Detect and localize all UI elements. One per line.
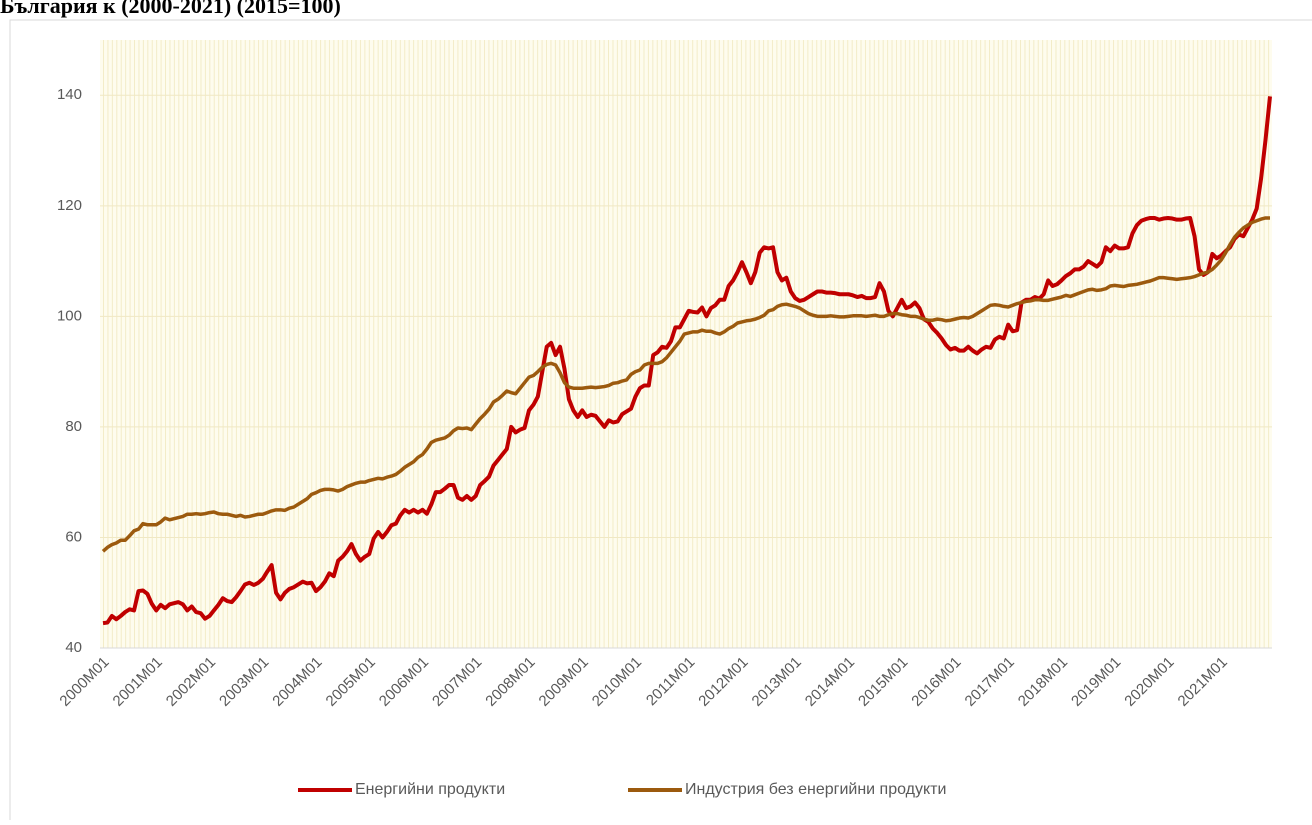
y-tick-label: 120 bbox=[57, 197, 82, 214]
legend-label: Енергийни продукти bbox=[355, 781, 505, 798]
plot-area bbox=[100, 40, 1272, 648]
series-line bbox=[102, 96, 1272, 626]
y-tick-label: 100 bbox=[57, 307, 82, 324]
chart-title: България к (2000-2021) (2015=100) bbox=[0, 0, 341, 18]
legend-label: Индустрия без енергийни продукти bbox=[685, 781, 946, 798]
series-line bbox=[101, 216, 1270, 553]
y-tick-label: 60 bbox=[65, 528, 82, 545]
y-tick-label: 40 bbox=[65, 639, 82, 656]
y-tick-label: 140 bbox=[57, 86, 82, 103]
y-tick-label: 80 bbox=[65, 418, 82, 435]
